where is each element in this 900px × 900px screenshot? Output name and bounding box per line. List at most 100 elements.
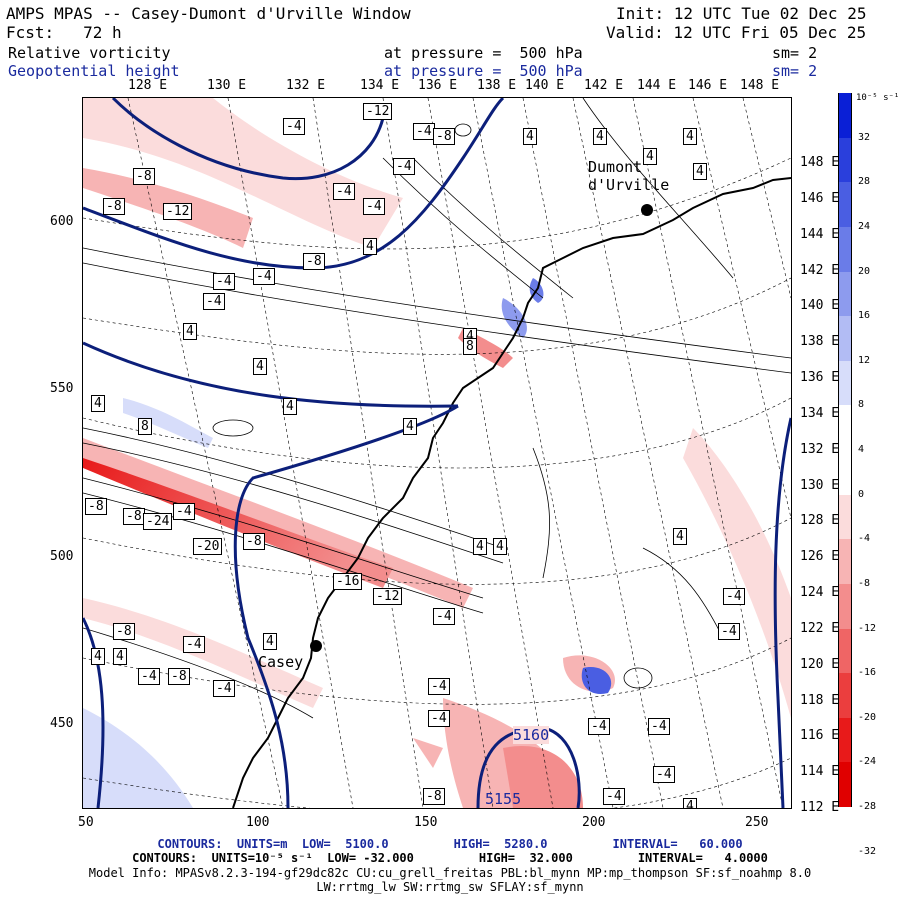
vorticity-contour-label: 4	[683, 128, 697, 145]
vorticity-contour-label: -4	[253, 268, 275, 285]
lat-label-right: 136 E	[800, 370, 840, 385]
colorbar-segment	[838, 271, 852, 317]
vorticity-contour-label: -12	[363, 103, 393, 120]
vorticity-contour-label: 4	[473, 538, 487, 555]
vorticity-contour-label: -4	[283, 118, 305, 135]
y-tick-label: 550	[50, 381, 74, 396]
colorbar-label: -32	[858, 845, 877, 857]
lon-label-top: 138 E	[477, 78, 517, 93]
vorticity-contour-label: -8	[123, 508, 145, 525]
vorticity-contour-label: -8	[103, 198, 125, 215]
colorbar-label: -20	[858, 711, 877, 723]
field2-pressure: at pressure = 500 hPa	[384, 62, 583, 80]
colorbar-label: -12	[858, 622, 877, 634]
lat-label-right: 130 E	[800, 477, 840, 493]
vorticity-contour-label: -4	[428, 678, 450, 695]
vorticity-contour-label: -4	[433, 608, 455, 625]
colorbar-label: 24	[858, 220, 871, 232]
footer-vorticity-contours: CONTOURS: UNITS=10⁻⁵ s⁻¹ LOW= -32.000 HI…	[132, 851, 768, 865]
colorbar-segment	[838, 583, 852, 629]
latlon-grid	[83, 98, 791, 808]
vorticity-contour-label: 4	[283, 398, 297, 415]
lon-label-top: 146 E	[688, 78, 728, 93]
vorticity-contour-label: -12	[163, 203, 193, 220]
station-markers	[310, 204, 653, 652]
lat-label-right: 134 E	[800, 405, 840, 421]
vorticity-contour-label: 8	[138, 418, 152, 435]
vorticity-contour-label: -4	[363, 198, 385, 215]
lon-label-top: 148 E	[740, 78, 780, 93]
vorticity-contour-label: 4	[263, 633, 277, 650]
vorticity-contour-label: -8	[433, 128, 455, 145]
colorbar	[838, 93, 852, 807]
x-tick-label: 250	[745, 815, 769, 830]
dumont-durville-marker	[641, 204, 653, 216]
vorticity-contour-label: -8	[113, 623, 135, 640]
field2-name: Geopotential height	[8, 62, 180, 80]
valid-time: Valid: 12 UTC Fri 05 Dec 25	[606, 23, 867, 42]
vorticity-contour-label: -4	[413, 123, 435, 140]
colorbar-segment	[838, 182, 852, 227]
field2-smoothing: sm= 2	[772, 62, 818, 80]
colorbar-label: -4	[858, 533, 871, 545]
vorticity-contour-label: 4	[643, 148, 657, 165]
colorbar-label: 16	[858, 310, 871, 322]
colorbar-label: -24	[858, 756, 877, 768]
colorbar-label: -16	[858, 667, 877, 679]
vorticity-contour-label: -4	[603, 788, 625, 805]
lon-label-top: 134 E	[360, 78, 400, 93]
casey-marker	[310, 640, 322, 652]
lat-label-right: 132 E	[800, 441, 840, 457]
vorticity-contour-label: 4	[363, 238, 377, 255]
vorticity-contour-label: -24	[143, 513, 173, 530]
colorbar-unit: 10⁻⁵ s⁻¹	[856, 93, 900, 103]
vorticity-contour-label: 8	[463, 338, 477, 355]
vorticity-contour-label: -8	[133, 168, 155, 185]
x-tick-label: 200	[582, 815, 606, 830]
vorticity-contour-label: 4	[403, 418, 417, 435]
footer-physics-info: LW:rrtmg_lw SW:rrtmg_sw SFLAY:sf_mynn	[316, 880, 584, 894]
lat-label-right: 138 E	[800, 334, 840, 350]
footer-model-info: Model Info: MPASv8.2.3-194-gf29dc82c CU:…	[88, 866, 812, 880]
lon-label-top: 136 E	[418, 78, 458, 93]
height-label-5160: 5160	[513, 726, 550, 744]
lon-label-top: 142 E	[584, 78, 624, 93]
colorbar-label: 0	[858, 488, 865, 500]
footer-height-contours: CONTOURS: UNITS=m LOW= 5100.0 HIGH= 5280…	[157, 837, 743, 851]
colorbar-segment	[838, 628, 852, 674]
init-time: Init: 12 UTC Tue 02 Dec 25	[616, 4, 867, 23]
vorticity-contour-label: -4	[173, 503, 195, 520]
colorbar-segment	[838, 717, 852, 763]
vorticity-contour-label: -4	[213, 680, 235, 697]
lon-label-top: 130 E	[207, 78, 247, 93]
y-tick-label: 500	[50, 549, 74, 564]
colorbar-label: 4	[858, 444, 865, 455]
field1-smoothing: sm= 2	[772, 44, 818, 62]
vorticity-contour-label: -4	[213, 273, 235, 290]
vorticity-contour-label: 4	[683, 798, 697, 808]
colorbar-label: 32	[858, 131, 871, 143]
vorticity-contour-label: -20	[193, 538, 223, 555]
vorticity-contour-label: -4	[428, 710, 450, 727]
vorticity-contour-label: 4	[113, 648, 127, 665]
vorticity-contour-label: -16	[333, 573, 363, 590]
vorticity-contour-label: -8	[243, 533, 265, 550]
station-label-dumont: Dumont d'Urville	[588, 158, 670, 194]
vorticity-contours	[83, 98, 791, 719]
vorticity-contour-label: -8	[303, 253, 325, 270]
lon-label-top: 128 E	[128, 78, 168, 93]
colorbar-label: 8	[858, 399, 865, 411]
vorticity-contour-label: -4	[138, 668, 160, 685]
height-label-5155: 5155	[485, 790, 522, 808]
lon-label-top: 144 E	[637, 78, 677, 93]
vorticity-contour-label: 4	[673, 528, 687, 545]
lat-label-right: 144 E	[800, 226, 840, 242]
lat-label-right: 142 E	[800, 262, 840, 278]
colorbar-segment	[838, 137, 852, 183]
map-plot[interactable]: Dumont d'Urville Casey 5160 5155 -4 -12 -8…	[82, 97, 792, 809]
vorticity-contour-label: -4	[723, 588, 745, 605]
x-tick-label: 100	[246, 815, 270, 830]
lat-label-right: 148 E	[800, 155, 840, 170]
forecast-hour: Fcst: 72 h	[6, 23, 122, 42]
vorticity-contour-label: -8	[423, 788, 445, 805]
